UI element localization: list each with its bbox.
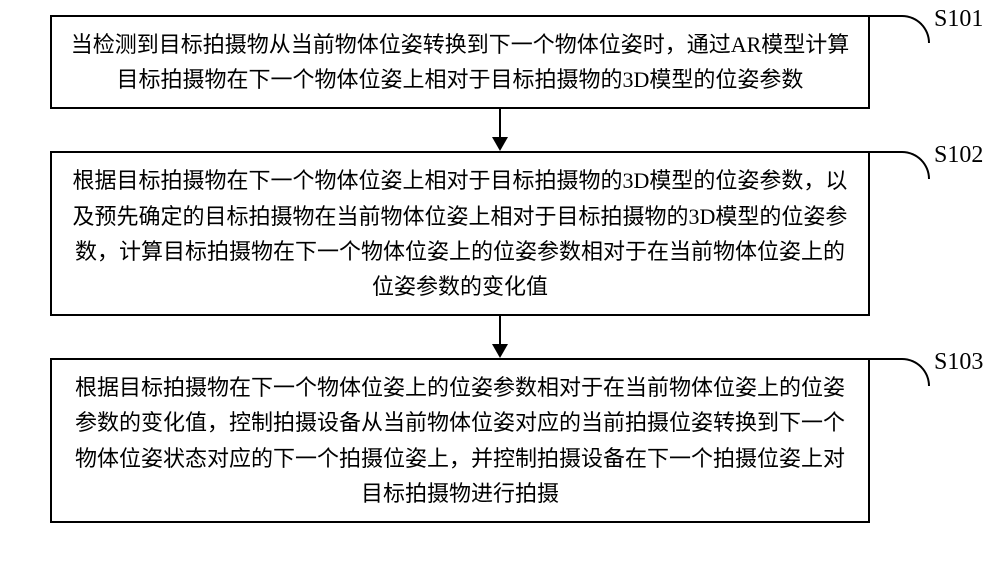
arrow-1 <box>50 109 950 151</box>
step-text-3: 根据目标拍摄物在下一个物体位姿上的位姿参数相对于在当前物体位姿上的位姿参数的变化… <box>75 375 845 506</box>
step-label-1: S101 <box>934 6 983 33</box>
step-box-2: 根据目标拍摄物在下一个物体位姿上相对于目标拍摄物的3D模型的位姿参数，以及预先确… <box>50 151 870 316</box>
step-text-1: 当检测到目标拍摄物从当前物体位姿转换到下一个物体位姿时，通过AR模型计算目标拍摄… <box>71 32 850 92</box>
label-connector-1: S101 <box>870 15 983 43</box>
step-box-1: 当检测到目标拍摄物从当前物体位姿转换到下一个物体位姿时，通过AR模型计算目标拍摄… <box>50 15 870 109</box>
step-wrapper-3: 根据目标拍摄物在下一个物体位姿上的位姿参数相对于在当前物体位姿上的位姿参数的变化… <box>50 358 950 523</box>
step-box-3: 根据目标拍摄物在下一个物体位姿上的位姿参数相对于在当前物体位姿上的位姿参数的变化… <box>50 358 870 523</box>
label-curve-3 <box>870 358 930 386</box>
arrow-down-icon <box>485 109 515 151</box>
flowchart-container: 当检测到目标拍摄物从当前物体位姿转换到下一个物体位姿时，通过AR模型计算目标拍摄… <box>50 15 950 523</box>
label-connector-3: S103 <box>870 358 983 386</box>
step-wrapper-2: 根据目标拍摄物在下一个物体位姿上相对于目标拍摄物的3D模型的位姿参数，以及预先确… <box>50 151 950 316</box>
label-curve-2 <box>870 151 930 179</box>
step-label-2: S102 <box>934 142 983 169</box>
step-text-2: 根据目标拍摄物在下一个物体位姿上相对于目标拍摄物的3D模型的位姿参数，以及预先确… <box>73 168 848 299</box>
label-curve-1 <box>870 15 930 43</box>
arrow-down-icon <box>485 316 515 358</box>
step-wrapper-1: 当检测到目标拍摄物从当前物体位姿转换到下一个物体位姿时，通过AR模型计算目标拍摄… <box>50 15 950 109</box>
step-label-3: S103 <box>934 349 983 376</box>
label-connector-2: S102 <box>870 151 983 179</box>
arrow-2 <box>50 316 950 358</box>
